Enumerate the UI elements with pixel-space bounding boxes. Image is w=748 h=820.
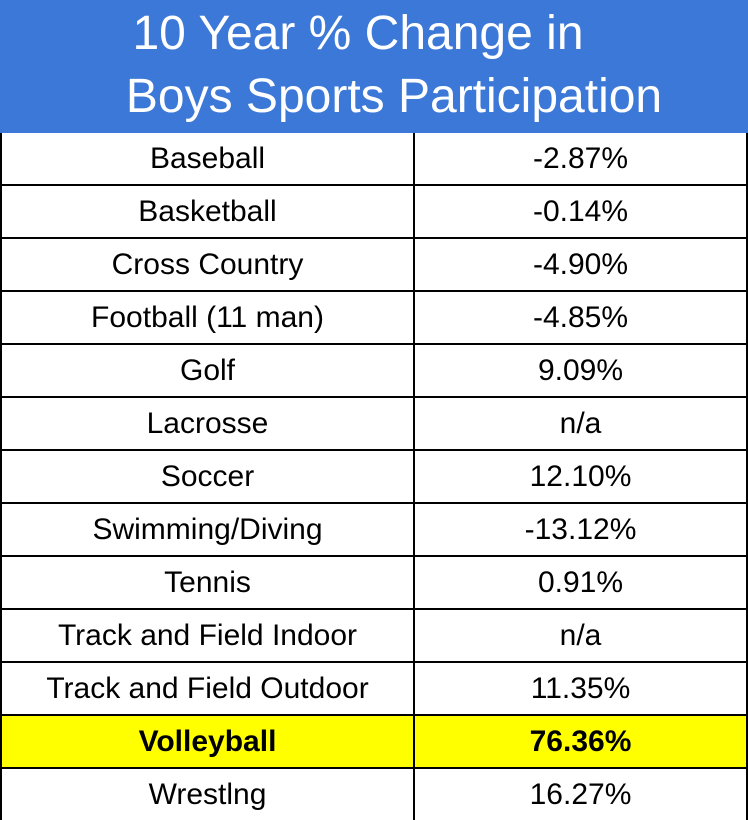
sport-name-cell: Basketball: [0, 184, 415, 238]
percent-change-cell: 12.10%: [414, 449, 748, 503]
table-row: Lacrosse n/a: [0, 396, 748, 450]
sport-name-cell: Soccer: [0, 449, 415, 503]
percent-change-cell: 76.36%: [414, 714, 748, 768]
table-row: Baseball -2.87%: [0, 133, 748, 185]
table-row-highlighted: Volleyball 76.36%: [0, 714, 748, 768]
sport-name-cell: Cross Country: [0, 237, 415, 291]
sport-name-cell: Tennis: [0, 555, 415, 609]
table-row: Golf 9.09%: [0, 343, 748, 397]
sport-name-cell: Football (11 man): [0, 290, 415, 344]
sport-name-cell: Track and Field Outdoor: [0, 661, 415, 715]
table-row: Swimming/Diving -13.12%: [0, 502, 748, 556]
percent-change-cell: -4.85%: [414, 290, 748, 344]
percent-change-cell: n/a: [414, 396, 748, 450]
table-row: Football (11 man) -4.85%: [0, 290, 748, 344]
table-row: Track and Field Outdoor 11.35%: [0, 661, 748, 715]
percent-change-cell: 9.09%: [414, 343, 748, 397]
sport-name-cell: Golf: [0, 343, 415, 397]
percent-change-cell: -2.87%: [414, 133, 748, 185]
percent-change-cell: 0.91%: [414, 555, 748, 609]
table-row: Track and Field Indoor n/a: [0, 608, 748, 662]
table-body: Baseball -2.87% Basketball -0.14% Cross Coun…: [0, 133, 748, 820]
chart-title-banner: 10 Year % Change in Boys Sports Particip…: [0, 0, 748, 133]
sport-name-cell: Baseball: [0, 133, 415, 185]
sport-name-cell: Volleyball: [0, 714, 415, 768]
percent-change-cell: -13.12%: [414, 502, 748, 556]
percent-change-cell: 16.27%: [414, 767, 748, 820]
participation-change-table: Baseball -2.87% Basketball -0.14% Cross Coun…: [0, 133, 748, 820]
table-row: Tennis 0.91%: [0, 555, 748, 609]
table-row: Cross Country -4.90%: [0, 237, 748, 291]
percent-change-cell: -0.14%: [414, 184, 748, 238]
percent-change-cell: -4.90%: [414, 237, 748, 291]
table-row: Basketball -0.14%: [0, 184, 748, 238]
percent-change-cell: n/a: [414, 608, 748, 662]
sport-name-cell: Wrestlng: [0, 767, 415, 820]
sport-name-cell: Track and Field Indoor: [0, 608, 415, 662]
percent-change-cell: 11.35%: [414, 661, 748, 715]
chart-title-line-2: Boys Sports Participation: [125, 70, 663, 123]
table-row: Soccer 12.10%: [0, 449, 748, 503]
sport-name-cell: Lacrosse: [0, 396, 415, 450]
chart-title-line-1: 10 Year % Change in: [132, 7, 584, 60]
table-row: Wrestlng 16.27%: [0, 767, 748, 820]
sport-name-cell: Swimming/Diving: [0, 502, 415, 556]
